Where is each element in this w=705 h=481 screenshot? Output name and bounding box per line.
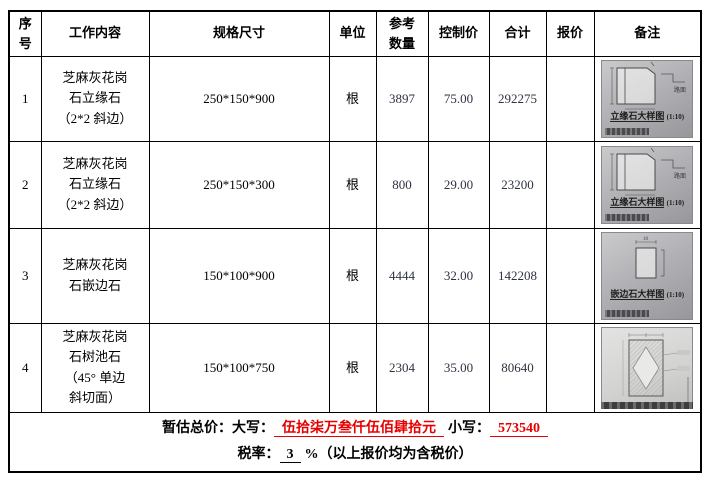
- cell-no: 1: [8, 55, 42, 142]
- total-value: 23200: [501, 176, 534, 192]
- amount-in-figures: 573540: [490, 420, 548, 437]
- tax-rate-value: 3: [279, 446, 301, 463]
- table-row: 3 芝麻灰花岗 石嵌边石 150*100*900 根 4444 32.00 14…: [8, 227, 702, 324]
- table-row: 2 芝麻灰花岗 石立缘石 （2*2 斜边） 250*150*300 根 800 …: [8, 140, 702, 229]
- remark-photo-curb-stone: 路面 立缘石大样图 (1:10): [601, 59, 694, 138]
- tree-pit-drawing-icon: [623, 332, 691, 403]
- cell-unit: 根: [328, 227, 377, 324]
- amount-in-words: 伍拾柒万叁仟伍佰肆拾元: [274, 420, 444, 437]
- curb-stone-drawing-icon: 路面: [610, 61, 686, 109]
- col-header-unit: 单位: [328, 10, 377, 57]
- road-surface-label: 路面: [674, 172, 686, 180]
- remark-photo-inlay-stone: 10 嵌边石大样图 (1:10): [601, 231, 694, 320]
- inlay-stone-drawing-icon: 10: [635, 237, 665, 278]
- col-header-work: 工作内容: [40, 10, 150, 57]
- cell-qty: 800: [375, 140, 429, 229]
- drawing-caption: 立缘石大样图 (1:10): [610, 196, 685, 208]
- cell-quote: [545, 140, 595, 229]
- cell-work: 芝麻灰花岗 石立缘石 （2*2 斜边）: [40, 140, 150, 229]
- cell-remark: 路面 立缘石大样图 (1:10): [593, 55, 702, 142]
- tax-rate-label: 税率：: [237, 446, 280, 462]
- cell-quote: [545, 227, 595, 324]
- total-value: 142208: [498, 267, 537, 283]
- cell-unit: 根: [328, 140, 377, 229]
- curb-stone-drawing-icon: 路面: [610, 147, 686, 195]
- caption-scale: (1:10): [666, 290, 685, 299]
- cell-total: 23200: [488, 140, 547, 229]
- cell-unit: 根: [328, 55, 377, 142]
- table-row: 1 芝麻灰花岗 石立缘石 （2*2 斜边） 250*150*900 根 3897…: [8, 55, 702, 142]
- cell-remark: [593, 322, 702, 413]
- tax-note: %（以上报价均为含税价）: [304, 446, 473, 462]
- remark-photo-tree-pit-stone: [601, 326, 694, 409]
- cell-price: 75.00: [427, 55, 490, 142]
- col-header-total: 合计: [488, 10, 547, 57]
- cell-spec: 150*100*750: [148, 322, 330, 413]
- cell-total: 80640: [488, 322, 547, 413]
- estimate-line-2: 税率： 3 %（以上报价均为含税价）: [12, 442, 698, 468]
- caption-scale: (1:10): [666, 112, 685, 121]
- drawing-caption: 嵌边石大样图 (1:10): [610, 288, 685, 300]
- total-value: 80640: [501, 359, 534, 375]
- cell-remark: 10 嵌边石大样图 (1:10): [593, 227, 702, 324]
- caption-text: 立缘石大样图: [610, 110, 665, 122]
- road-surface-label: 路面: [674, 86, 686, 94]
- cell-total: 292275: [488, 55, 547, 142]
- cell-work: 芝麻灰花岗 石树池石 （45° 单边 斜切面）: [40, 322, 150, 413]
- cell-work: 芝麻灰花岗 石嵌边石: [40, 227, 150, 324]
- estimate-label: 暂估总价：大写：: [162, 420, 274, 436]
- caption-text: 嵌边石大样图: [610, 288, 665, 300]
- col-header-spec: 规格尺寸: [148, 10, 330, 57]
- numeric-label: 小写：: [448, 420, 490, 436]
- cell-qty: 4444: [375, 227, 429, 324]
- cell-no: 4: [8, 322, 42, 413]
- cell-spec: 250*150*300: [148, 140, 330, 229]
- quotation-table: 序 号 工作内容 规格尺寸 单位 参考 数量 控制价 合计 报价 备注 1 芝麻…: [8, 10, 702, 473]
- cell-qty: 2304: [375, 322, 429, 413]
- col-header-remark: 备注: [593, 10, 702, 57]
- footer-row: 暂估总价：大写： 伍拾柒万叁仟伍佰肆拾元 小写： 573540 税率： 3 %（以上报价均…: [8, 411, 702, 473]
- photo-watermark: [605, 309, 650, 317]
- estimate-summary: 暂估总价：大写： 伍拾柒万叁仟伍佰肆拾元 小写： 573540 税率： 3 %（以上报价均…: [8, 411, 702, 473]
- cell-spec: 150*100*900: [148, 227, 330, 324]
- cell-price: 29.00: [427, 140, 490, 229]
- photo-watermark: [605, 127, 650, 135]
- col-header-no: 序 号: [8, 10, 42, 57]
- cell-quote: [545, 55, 595, 142]
- cell-price: 32.00: [427, 227, 490, 324]
- cell-total: 142208: [488, 227, 547, 324]
- col-header-qty: 参考 数量: [375, 10, 429, 57]
- cell-remark: 路面 立缘石大样图 (1:10): [593, 140, 702, 229]
- photo-edge-stripe: [601, 401, 694, 409]
- caption-scale: (1:10): [666, 198, 685, 207]
- cell-spec: 250*150*900: [148, 55, 330, 142]
- cell-quote: [545, 322, 595, 413]
- cell-no: 3: [8, 227, 42, 324]
- cell-work: 芝麻灰花岗 石立缘石 （2*2 斜边）: [40, 55, 150, 142]
- col-header-quote: 报价: [545, 10, 595, 57]
- total-value: 292275: [498, 90, 537, 106]
- col-header-price: 控制价: [427, 10, 490, 57]
- table-row: 4 芝麻灰花岗 石树池石 （45° 单边 斜切面） 150*100*750 根 …: [8, 322, 702, 413]
- remark-photo-curb-stone: 路面 立缘石大样图 (1:10): [601, 145, 694, 224]
- photo-watermark: [605, 213, 650, 221]
- estimate-line-1: 暂估总价：大写： 伍拾柒万叁仟伍佰肆拾元 小写： 573540: [12, 416, 698, 442]
- dim-label: 10: [643, 237, 649, 242]
- cell-no: 2: [8, 140, 42, 229]
- caption-text: 立缘石大样图: [610, 196, 665, 208]
- cell-unit: 根: [328, 322, 377, 413]
- header-row: 序 号 工作内容 规格尺寸 单位 参考 数量 控制价 合计 报价 备注: [8, 10, 702, 57]
- cell-price: 35.00: [427, 322, 490, 413]
- cell-qty: 3897: [375, 55, 429, 142]
- drawing-caption: 立缘石大样图 (1:10): [610, 110, 685, 122]
